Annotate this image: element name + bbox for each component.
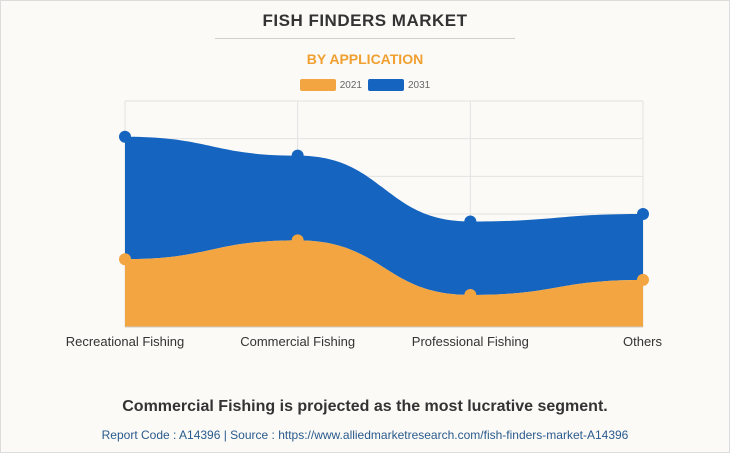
legend: 2021 2031 [0,79,730,91]
area-series-2031 [125,136,643,295]
chart-subtitle: BY APPLICATION [306,51,424,67]
x-tick-label: Recreational Fishing [66,334,185,349]
chart-title: FISH FINDERS MARKET [262,11,468,30]
title-divider [215,38,515,39]
chart-footnote: Commercial Fishing is projected as the m… [122,398,608,415]
x-tick-label: Commercial Fishing [240,334,355,349]
legend-swatch-2021 [299,79,336,91]
data-point-2021 [637,273,649,286]
data-point-2031 [464,215,477,228]
data-point-2031 [637,208,649,220]
area-series-2021 [125,240,643,327]
data-point-2031 [119,130,131,143]
source-citation[interactable]: Report Code : A14396 | Source : https://… [101,428,629,442]
data-point-2021 [291,234,304,247]
legend-label-2031: 2031 [408,79,431,91]
legend-swatch-2031 [368,79,404,91]
x-tick-label: Others [623,334,663,349]
data-point-2031 [291,149,304,162]
x-tick-label: Professional Fishing [412,334,529,349]
legend-label-2021: 2021 [339,79,362,91]
data-point-2021 [119,253,131,266]
legend-item-2031[interactable]: 2031 [368,79,430,91]
legend-item-2021[interactable]: 2021 [299,79,362,91]
data-point-2021 [464,288,477,301]
